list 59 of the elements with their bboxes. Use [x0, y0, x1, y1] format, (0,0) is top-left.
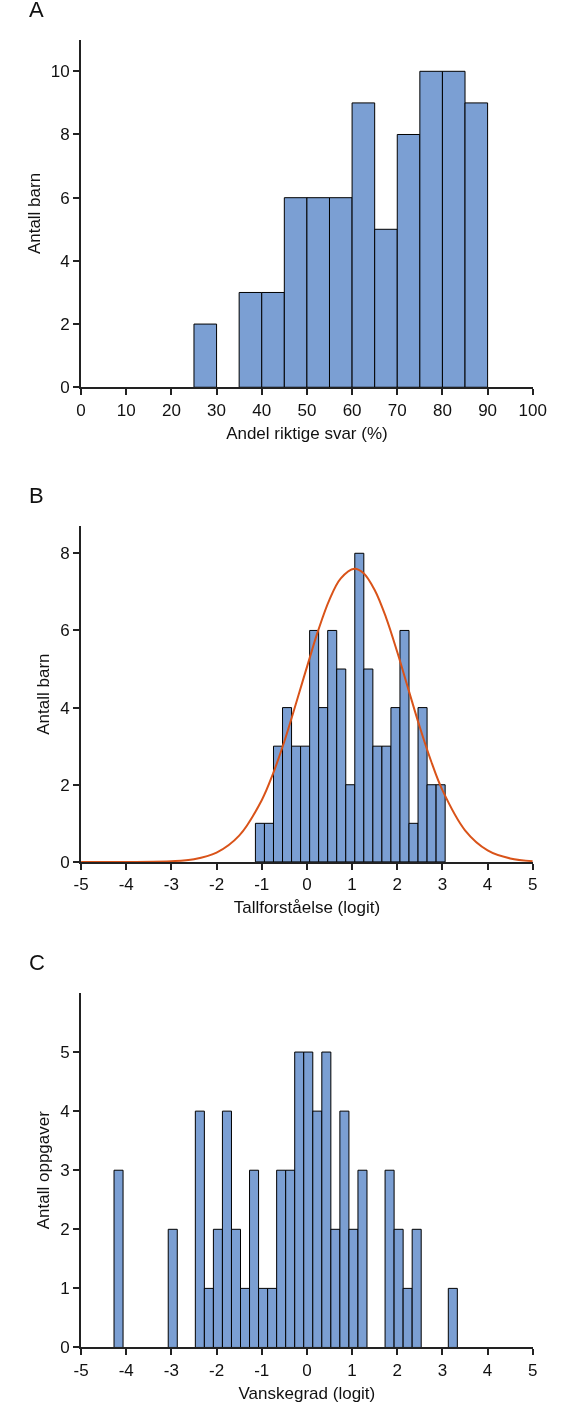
y-tick-label: 5 — [60, 1043, 70, 1063]
y-axis-title: Antall barn — [24, 172, 44, 255]
x-tick-label: 0 — [302, 1360, 312, 1380]
x-axis-title: Vanskegrad (logit) — [238, 1383, 376, 1403]
y-tick-label: 8 — [60, 125, 70, 145]
x-axis-title: Andel riktige svar (%) — [226, 423, 388, 443]
x-tick-label: 90 — [478, 400, 498, 420]
y-tick-label: 6 — [60, 188, 70, 208]
x-tick-label: -1 — [254, 1360, 270, 1380]
x-tick-label: -3 — [163, 1360, 179, 1380]
x-tick-label: -4 — [118, 1360, 134, 1380]
y-axis-title: Antall barn — [34, 653, 54, 735]
x-tick-label: -5 — [73, 875, 89, 895]
x-tick-label: -5 — [73, 1360, 89, 1380]
x-tick-label: -2 — [209, 1360, 225, 1380]
x-tick-label: 30 — [207, 400, 227, 420]
x-tick-label: -1 — [254, 875, 270, 895]
y-tick-label: 4 — [60, 251, 70, 271]
y-axis-title: Antall oppgaver — [34, 1110, 54, 1230]
x-tick-label: -2 — [209, 875, 225, 895]
x-tick-label: 80 — [432, 400, 452, 420]
y-tick-label: 2 — [60, 1220, 70, 1240]
x-axis-title: Tallforståelse (logit) — [233, 898, 381, 918]
y-tick-label: 0 — [60, 852, 70, 872]
y-tick-label: 2 — [60, 775, 70, 795]
x-tick-label: 4 — [482, 1360, 493, 1380]
x-tick-label: 5 — [528, 875, 538, 895]
x-tick-label: 3 — [437, 1360, 448, 1380]
x-tick-label: 5 — [528, 1360, 538, 1380]
chart-title: A — [29, 0, 44, 22]
x-tick-label: 3 — [437, 875, 448, 895]
x-tick-label: 4 — [482, 875, 493, 895]
x-tick-label: 50 — [297, 400, 317, 420]
x-tick-label: 2 — [392, 1360, 402, 1380]
chart-title: C — [29, 950, 45, 975]
chart-title: B — [29, 483, 44, 508]
y-tick-label: 3 — [60, 1161, 70, 1181]
x-tick-label: 100 — [518, 400, 547, 420]
x-tick-label: 0 — [302, 875, 312, 895]
y-tick-label: 4 — [60, 698, 70, 718]
x-tick-label: 20 — [161, 400, 181, 420]
x-tick-label: 1 — [347, 1360, 357, 1380]
x-tick-label: 2 — [392, 875, 402, 895]
y-tick-label: 0 — [60, 1338, 70, 1358]
y-tick-label: 10 — [50, 62, 70, 82]
y-tick-label: 2 — [60, 315, 70, 335]
x-tick-label: 0 — [76, 400, 86, 420]
x-tick-label: 60 — [342, 400, 362, 420]
y-tick-label: 4 — [60, 1102, 70, 1122]
x-tick-label: 10 — [116, 400, 136, 420]
y-tick-label: 6 — [60, 621, 70, 641]
x-tick-label: 70 — [387, 400, 407, 420]
x-tick-label: 40 — [252, 400, 272, 420]
x-tick-label: -4 — [118, 875, 134, 895]
y-tick-label: 8 — [60, 544, 70, 564]
x-tick-label: 1 — [347, 875, 357, 895]
y-tick-label: 0 — [60, 378, 70, 398]
x-tick-label: -3 — [163, 875, 179, 895]
y-tick-label: 1 — [60, 1279, 70, 1299]
